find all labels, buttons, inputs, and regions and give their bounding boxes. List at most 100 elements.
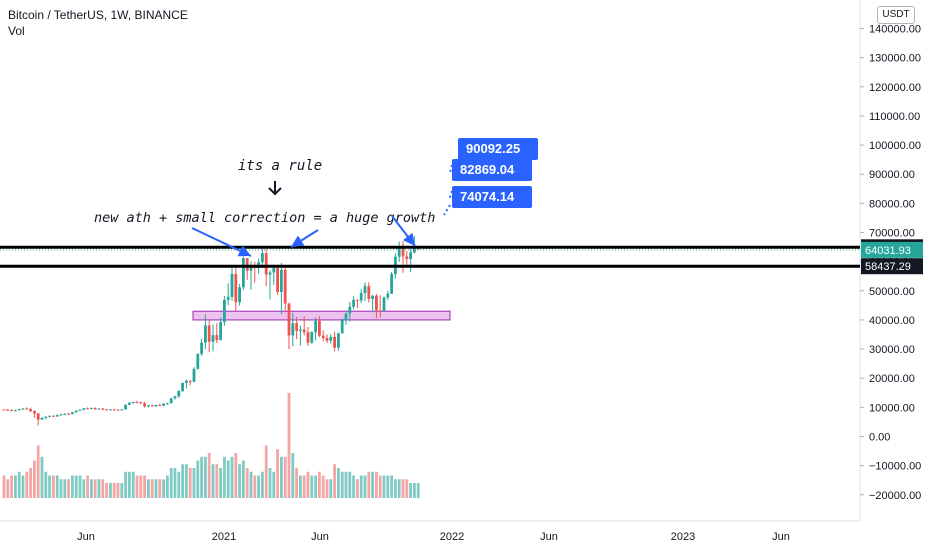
- candle-body: [409, 252, 412, 260]
- symbol-title[interactable]: Bitcoin / TetherUS, 1W, BINANCE: [8, 8, 188, 22]
- y-tick-label: 120000.00: [869, 82, 921, 94]
- candle-body: [371, 295, 374, 299]
- volume-bar: [363, 475, 367, 498]
- volume-bar: [394, 479, 397, 498]
- candle-body: [272, 268, 276, 273]
- candle-body: [382, 297, 386, 311]
- volume-bar: [55, 475, 59, 498]
- candle-body: [147, 405, 150, 407]
- candle-body: [59, 414, 63, 416]
- candle-body: [340, 320, 344, 334]
- candle-body: [101, 408, 105, 410]
- candle-body: [333, 336, 336, 348]
- volume-bar: [215, 464, 219, 498]
- candle-body: [192, 368, 196, 382]
- volume-bar: [166, 475, 169, 498]
- candle-body: [82, 408, 86, 410]
- candle-body: [177, 391, 181, 397]
- volume-bar: [59, 479, 63, 498]
- volume-bar: [416, 483, 420, 498]
- volume-bar: [413, 483, 416, 498]
- candle-body: [154, 405, 158, 407]
- candle-body: [264, 253, 268, 275]
- volume-bar: [67, 479, 70, 498]
- volume-bar: [33, 460, 36, 498]
- candle-body: [10, 409, 13, 411]
- y-tick-label: 20000.00: [869, 373, 915, 385]
- volume-bar: [74, 475, 78, 498]
- volume-bar: [291, 453, 295, 498]
- volume-bar: [242, 460, 245, 498]
- volume-bar: [10, 475, 13, 498]
- volume-bar: [150, 479, 154, 498]
- x-tick-label: Jun: [311, 531, 329, 543]
- candle-body: [150, 405, 154, 407]
- volume-bar: [337, 468, 340, 498]
- volume-bar: [112, 483, 116, 498]
- volume-bar: [143, 475, 146, 498]
- candle-body: [306, 332, 310, 343]
- volume-bar: [340, 471, 344, 498]
- candle-body: [120, 409, 124, 411]
- volume-bar: [82, 479, 86, 498]
- candle-body: [25, 408, 29, 410]
- candle-body: [268, 272, 272, 275]
- currency-selector[interactable]: USDT: [877, 6, 915, 24]
- candle-body: [280, 269, 283, 292]
- volume-bar: [97, 479, 101, 498]
- y-tick-label: 10000.00: [869, 402, 915, 414]
- volume-bar: [120, 483, 124, 498]
- annotation-arrow-left-head: [237, 245, 251, 257]
- candle-body: [196, 354, 200, 369]
- volume-bar: [405, 479, 409, 498]
- candle-body: [348, 306, 352, 314]
- volume-bar: [226, 460, 230, 498]
- volume-bar: [257, 475, 260, 498]
- candle-body: [261, 253, 264, 263]
- support-zone: [192, 310, 451, 321]
- volume-bar: [29, 468, 32, 498]
- volume-bar: [245, 468, 249, 498]
- candle-body: [211, 335, 215, 342]
- volume-bar: [238, 464, 241, 498]
- volume-bar: [204, 456, 207, 498]
- y-tick-label: 110000.00: [869, 111, 920, 123]
- candle-body: [359, 293, 363, 301]
- candle-body: [325, 338, 329, 341]
- y-tick-label: 100000.00: [869, 140, 921, 152]
- candle-body: [52, 415, 55, 417]
- volume-bar: [367, 471, 371, 498]
- candle-body: [367, 286, 371, 299]
- candle-body: [139, 402, 143, 404]
- volume-bar: [295, 468, 298, 498]
- volume-bar: [234, 453, 238, 498]
- volume-bar: [78, 475, 82, 498]
- volume-bar: [185, 464, 188, 498]
- candle-body: [223, 299, 226, 322]
- candle-body: [245, 258, 249, 271]
- volume-bar: [397, 479, 401, 498]
- volume-bar: [268, 468, 272, 498]
- rule-annotation: its a rule: [238, 158, 322, 174]
- volume-bar: [371, 471, 374, 498]
- down-arrow: [268, 181, 282, 196]
- candle-body: [124, 404, 127, 410]
- candle-body: [6, 409, 10, 411]
- volume-bar: [333, 464, 336, 498]
- candle-body: [40, 417, 44, 420]
- volume-bar: [382, 475, 386, 498]
- volume-bar: [306, 471, 310, 498]
- volume-bar: [63, 479, 67, 498]
- price-tag-label: 64031.93: [865, 245, 911, 257]
- candle-body: [215, 335, 219, 341]
- price-tag-box: [861, 241, 923, 258]
- candle-body: [230, 273, 234, 297]
- volume-bar: [173, 468, 177, 498]
- candle-body: [131, 402, 135, 404]
- volume-bar: [386, 475, 390, 498]
- candle-body: [169, 398, 173, 404]
- volume-bar: [314, 475, 317, 498]
- candle-body: [344, 313, 348, 321]
